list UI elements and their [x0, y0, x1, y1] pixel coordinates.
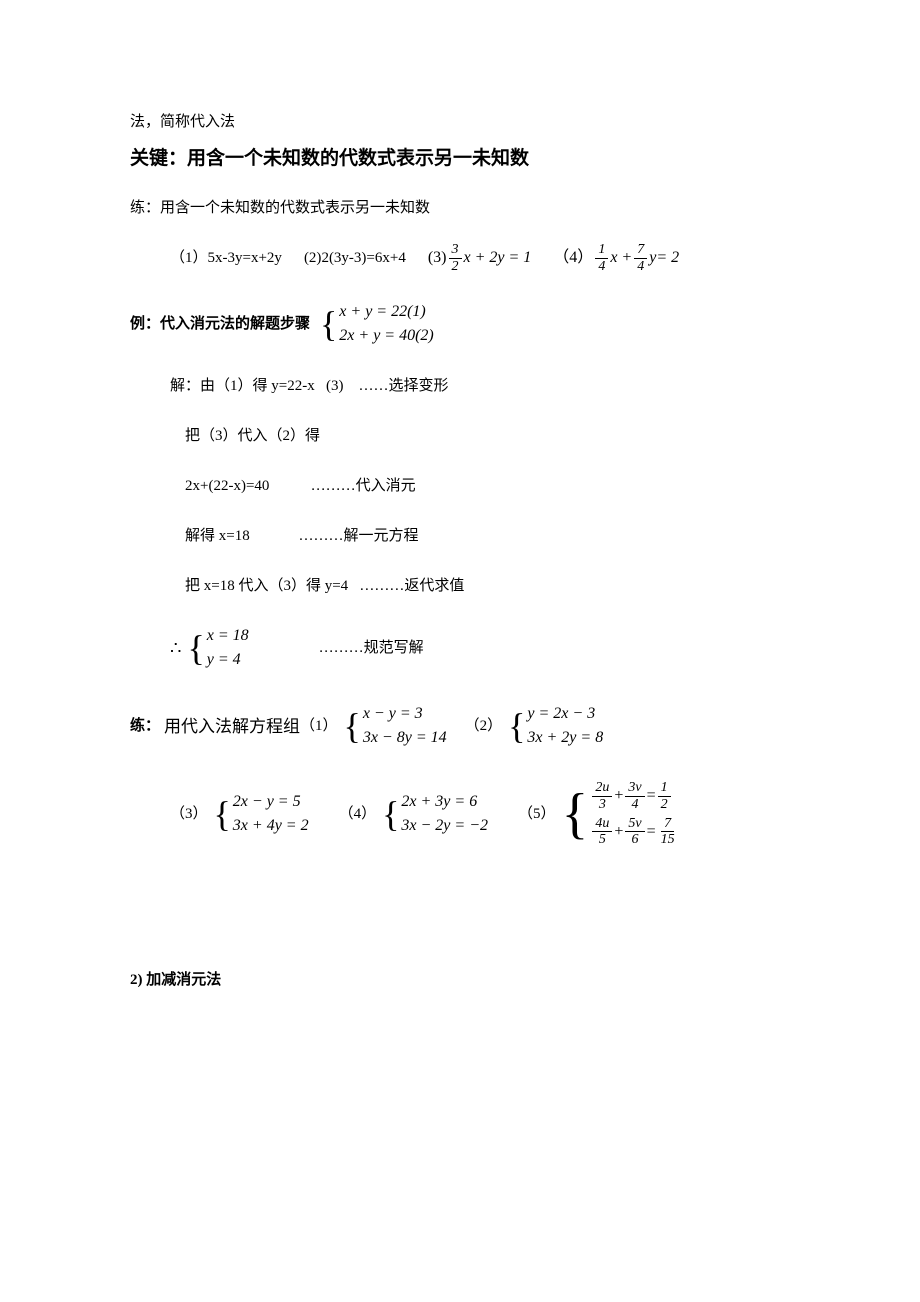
practice-row-1: （1） 5x-3y=x+2y (2) 2(3y-3)=6x+4 (3) 3 2 …	[170, 242, 800, 274]
system-row: 2x + y = 40(2)	[339, 324, 433, 348]
denominator: 2	[449, 259, 462, 274]
step-line: 解得 x=18 ………解一元方程	[170, 524, 800, 548]
exercise-line-2: （3） { 2x − y = 5 3x + 4y = 2 （4） { 2x + …	[170, 780, 800, 848]
step-line: 把 x=18 代入（3）得 y=4 ………返代求值	[170, 574, 800, 598]
item-number: （4）	[339, 802, 377, 826]
numerator: 7	[634, 242, 647, 258]
solution-final: ∴ { x = 18 y = 4 ………规范写解	[170, 624, 800, 672]
step-line: 2x+(22-x)=40 ………代入消元	[170, 474, 800, 498]
system-row: 3x − 8y = 14	[363, 726, 447, 750]
item-number: （3）	[170, 802, 208, 826]
system-row: x = 18	[207, 624, 249, 648]
left-brace-icon: {	[187, 630, 204, 666]
system-row: x − y = 3	[363, 702, 447, 726]
step-note: ………规范写解	[319, 636, 424, 660]
equation-rhs: = 2	[656, 245, 679, 271]
system-row: 3x + 2y = 8	[527, 726, 603, 750]
exercise-text: 用代入法解方程组	[164, 713, 300, 740]
item-number: （1）	[170, 246, 208, 270]
system-row: x + y = 22(1)	[339, 300, 433, 324]
equation-text: x + 2y = 1	[464, 245, 532, 271]
system-row: 2x − y = 5	[233, 790, 309, 814]
system-row: 2x + 3y = 6	[401, 790, 488, 814]
equation-system-1: { x + y = 22(1) 2x + y = 40(2)	[320, 300, 434, 348]
solution-steps: 解：由（1）得 y=22-x (3) ……选择变形 把（3）代入（2）得 2x+…	[170, 374, 800, 672]
system-row: 3x + 4y = 2	[233, 814, 309, 838]
practice-item-2: (2) 2(3y-3)=6x+4	[304, 246, 406, 270]
system-row: y = 2x − 3	[527, 702, 603, 726]
question-1: （1） { x − y = 3 3x − 8y = 14	[300, 702, 447, 750]
system-row: 2u3 + 3v4 = 12	[590, 780, 679, 812]
item-number: （4）	[553, 245, 593, 271]
intro-line: 法，简称代入法	[130, 110, 800, 134]
left-brace-icon: {	[508, 708, 525, 744]
numerator: 1	[595, 242, 608, 258]
left-brace-icon: {	[382, 796, 399, 832]
step-line: 把（3）代入（2）得	[170, 424, 800, 448]
solution-system: { x = 18 y = 4	[187, 624, 248, 672]
item-number: (2)	[304, 246, 322, 270]
question-4: （4） { 2x + 3y = 6 3x − 2y = −2	[339, 790, 488, 838]
step-line: 解：由（1）得 y=22-x (3) ……选择变形	[170, 374, 800, 398]
numerator: 3	[449, 242, 462, 258]
fraction: 7 4	[634, 242, 647, 274]
therefore-icon: ∴	[170, 634, 181, 663]
exercise-label: 练：	[130, 714, 160, 738]
equation-text: 5x-3y=x+2y	[208, 246, 282, 270]
system-row: 4u5 + 5v6 = 715	[590, 816, 679, 848]
example-label: 例：代入消元法的解题步骤	[130, 312, 310, 336]
fraction: 1 4	[595, 242, 608, 274]
equation-text: 2(3y-3)=6x+4	[321, 246, 405, 270]
item-number: (3)	[428, 245, 447, 271]
practice-item-3: (3) 3 2 x + 2y = 1	[428, 242, 531, 274]
math-text: y	[649, 245, 656, 271]
section-2-heading: 2) 加减消元法	[130, 968, 800, 992]
math-text: x +	[610, 245, 632, 271]
document-page: 法，简称代入法 关键：用含一个未知数的代数式表示另一未知数 练：用含一个未知数的…	[0, 0, 920, 1052]
denominator: 4	[634, 259, 647, 274]
item-number: （2）	[465, 714, 503, 738]
fraction: 3 2	[449, 242, 462, 274]
key-heading: 关键：用含一个未知数的代数式表示另一未知数	[130, 144, 800, 174]
question-2: （2） { y = 2x − 3 3x + 2y = 8	[465, 702, 604, 750]
left-brace-icon: {	[214, 796, 231, 832]
practice-item-4: （4） 1 4 x + 7 4 y = 2	[553, 242, 679, 274]
left-brace-icon: {	[344, 708, 361, 744]
left-brace-icon: {	[320, 306, 337, 342]
example-line: 例：代入消元法的解题步骤 { x + y = 22(1) 2x + y = 40…	[130, 300, 800, 348]
left-brace-icon: {	[562, 786, 589, 842]
item-number: （1）	[300, 714, 338, 738]
denominator: 4	[595, 259, 608, 274]
practice-intro: 练：用含一个未知数的代数式表示另一未知数	[130, 196, 800, 220]
system-row: 3x − 2y = −2	[401, 814, 488, 838]
exercise-line-1: 练： 用代入法解方程组 （1） { x − y = 3 3x − 8y = 14…	[130, 702, 800, 750]
practice-item-1: （1） 5x-3y=x+2y	[170, 246, 282, 270]
question-3: （3） { 2x − y = 5 3x + 4y = 2	[170, 790, 309, 838]
system-row: y = 4	[207, 648, 249, 672]
question-5: （5） { 2u3 + 3v4 = 12 4u5 + 5v6 =	[518, 780, 680, 848]
item-number: （5）	[518, 802, 556, 826]
